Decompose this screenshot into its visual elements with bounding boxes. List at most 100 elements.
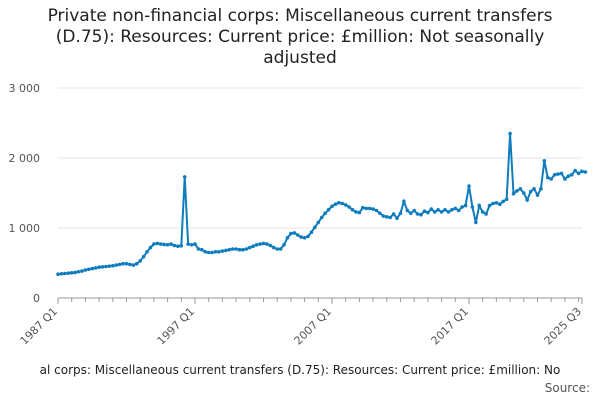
point — [152, 242, 156, 246]
point — [104, 264, 108, 269]
point — [128, 262, 132, 267]
point — [384, 215, 389, 219]
point — [412, 208, 416, 213]
point — [498, 202, 502, 206]
point — [299, 235, 303, 239]
footer: al corps: Miscellaneous current transfer… — [0, 363, 600, 377]
point — [453, 206, 458, 211]
point — [443, 208, 447, 212]
point — [189, 243, 194, 247]
point — [371, 207, 375, 211]
point — [237, 247, 242, 252]
x-tick-label: 1987 Q1 — [18, 305, 61, 348]
point — [491, 201, 495, 206]
point — [141, 254, 146, 259]
point — [110, 264, 115, 268]
point — [217, 250, 221, 254]
point — [100, 265, 105, 269]
point — [402, 199, 406, 204]
point — [521, 191, 526, 195]
point — [230, 247, 235, 251]
point — [515, 189, 519, 193]
point — [213, 250, 218, 254]
point — [484, 212, 488, 216]
point — [381, 214, 386, 218]
point — [220, 249, 225, 253]
point — [545, 175, 550, 180]
point — [313, 225, 317, 230]
point — [165, 243, 170, 247]
point — [196, 247, 201, 251]
point — [337, 201, 341, 205]
point — [398, 211, 403, 216]
point — [333, 202, 338, 206]
point — [330, 204, 334, 209]
point — [347, 205, 351, 209]
point — [162, 242, 166, 247]
point — [206, 250, 211, 255]
point — [309, 230, 314, 234]
point — [542, 159, 547, 163]
point — [326, 208, 331, 212]
chart-title: Private non-financial corps: Miscellaneo… — [47, 6, 553, 68]
point — [508, 131, 512, 136]
point — [193, 242, 197, 246]
point — [224, 248, 228, 253]
x-tick-label: 2007 Q1 — [292, 305, 335, 348]
point — [539, 187, 543, 191]
point — [275, 247, 279, 251]
point — [573, 168, 577, 173]
point — [532, 187, 536, 191]
point — [76, 269, 81, 274]
point — [179, 244, 184, 248]
x-tick-label: 1997 Q1 — [155, 305, 198, 348]
point — [63, 271, 67, 276]
point — [450, 208, 454, 212]
point — [569, 173, 574, 177]
point — [391, 212, 396, 216]
point — [460, 205, 464, 209]
point — [134, 261, 139, 266]
point — [138, 259, 142, 263]
point — [511, 191, 516, 196]
point — [470, 205, 475, 209]
point — [504, 197, 509, 202]
point — [271, 245, 276, 250]
point — [525, 198, 530, 202]
point — [83, 268, 88, 272]
point — [97, 265, 101, 270]
point — [203, 250, 208, 254]
y-tick-label: 2 000 — [9, 152, 41, 165]
point — [148, 245, 153, 250]
point — [563, 177, 567, 181]
point — [436, 208, 440, 212]
point — [131, 263, 136, 267]
point — [367, 206, 372, 211]
point — [556, 172, 560, 176]
point — [467, 184, 471, 188]
point — [528, 189, 533, 194]
point — [378, 211, 382, 216]
point — [302, 236, 307, 240]
point — [456, 208, 461, 213]
point — [258, 242, 262, 246]
point — [158, 242, 163, 246]
point — [247, 245, 252, 250]
point — [87, 267, 91, 272]
point — [56, 272, 60, 277]
point — [169, 242, 173, 246]
x-tick-label: 2025 Q3 — [542, 305, 585, 348]
y-tick-label: 0 — [33, 292, 40, 305]
point — [580, 169, 584, 174]
point — [90, 266, 95, 271]
point — [549, 177, 553, 181]
point — [518, 187, 523, 191]
point — [439, 210, 444, 214]
point — [69, 271, 74, 275]
footer-text: al corps: Miscellaneous current transfer… — [39, 363, 561, 377]
point — [419, 212, 423, 217]
x-tick-label: 2017 Q1 — [429, 305, 472, 348]
point — [474, 220, 478, 225]
